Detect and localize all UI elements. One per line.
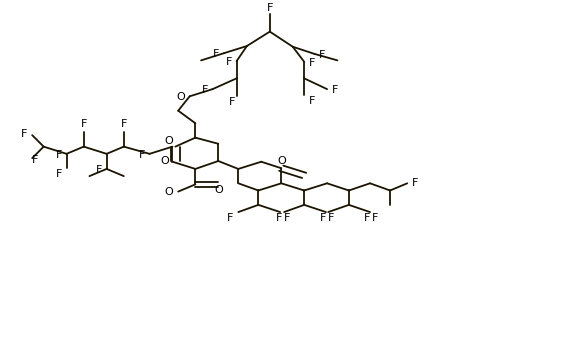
Text: O: O xyxy=(161,156,169,166)
Text: F: F xyxy=(21,129,28,139)
Text: F: F xyxy=(96,165,102,175)
Text: O: O xyxy=(165,187,173,197)
Text: F: F xyxy=(227,213,234,223)
Text: F: F xyxy=(328,213,335,223)
Text: F: F xyxy=(412,178,418,188)
Text: O: O xyxy=(165,135,173,146)
Text: F: F xyxy=(201,85,208,95)
Text: F: F xyxy=(364,213,370,223)
Text: F: F xyxy=(319,50,325,60)
Text: F: F xyxy=(56,150,62,160)
Text: O: O xyxy=(176,93,185,102)
Text: O: O xyxy=(214,185,223,195)
Text: F: F xyxy=(309,95,315,106)
Text: F: F xyxy=(267,3,273,13)
Text: F: F xyxy=(320,213,326,223)
Text: F: F xyxy=(32,155,38,165)
Text: F: F xyxy=(80,119,87,129)
Text: F: F xyxy=(372,213,378,223)
Text: F: F xyxy=(226,57,232,67)
Text: F: F xyxy=(229,97,235,107)
Text: F: F xyxy=(138,150,145,160)
Text: F: F xyxy=(56,169,62,179)
Text: F: F xyxy=(284,213,290,223)
Text: F: F xyxy=(309,58,315,68)
Text: O: O xyxy=(277,156,286,166)
Text: F: F xyxy=(332,85,338,95)
Text: F: F xyxy=(276,213,283,223)
Text: F: F xyxy=(213,49,219,59)
Text: F: F xyxy=(121,119,127,129)
